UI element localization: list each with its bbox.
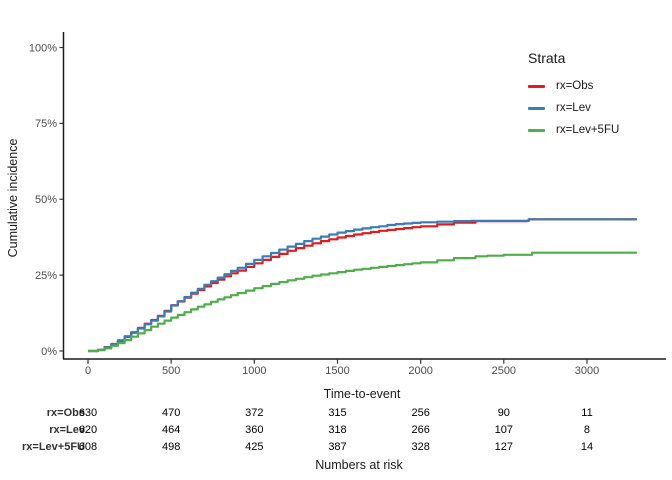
legend-item-rx-obs: rx=Obs: [528, 75, 619, 97]
curve-rx-lev: [88, 218, 637, 353]
legend-label-rx-obs: rx=Obs: [556, 80, 594, 92]
y-tick-label: 25%: [35, 270, 57, 282]
legend-line-swatch-green: [528, 128, 545, 132]
risk-value: 608: [79, 441, 97, 453]
risk-value: 372: [245, 407, 263, 419]
x-tick-label: 3000: [575, 365, 599, 377]
risk-value: 328: [411, 441, 429, 453]
legend-title: Strata: [528, 50, 566, 66]
x-tick-label: 1500: [325, 365, 349, 377]
risk-value: 630: [79, 407, 97, 419]
risk-value: 90: [498, 407, 510, 419]
curve-rx-obs: [88, 218, 637, 353]
risk-value: 11: [581, 407, 592, 419]
risk-value: 360: [245, 424, 263, 436]
y-axis-title: Cumulative incidence: [6, 138, 20, 258]
curve-rx-lev-5fu: [88, 251, 637, 353]
risk-value: 127: [495, 441, 513, 453]
y-tick-label: 50%: [35, 194, 57, 206]
risk-row-label-rx-lev-5fu: rx=Lev+5FU: [22, 441, 85, 453]
risk-value: 315: [328, 407, 346, 419]
legend-label-rx-lev: rx=Lev: [556, 102, 591, 114]
y-tick-label: 0%: [41, 346, 57, 358]
legend-label-rx-lev-5fu: rx=Lev+5FU: [556, 124, 620, 136]
legend: Strata rx=Obs rx=Lev rx=Lev+5FU: [528, 50, 619, 141]
x-tick-label: 500: [162, 365, 180, 377]
risk-value: 256: [411, 407, 429, 419]
risk-value: 425: [245, 441, 263, 453]
risk-row-label-rx-obs: rx=Obs: [47, 407, 85, 419]
legend-item-rx-lev-5fu: rx=Lev+5FU: [528, 119, 619, 141]
y-tick-label: 75%: [35, 118, 57, 130]
risk-value: 470: [162, 407, 180, 419]
numbers-at-risk-caption: Numbers at risk: [315, 458, 403, 472]
risk-value: 387: [328, 441, 346, 453]
risk-value: 8: [584, 424, 590, 436]
risk-row-label-rx-lev: rx=Lev: [49, 424, 86, 436]
risk-value: 498: [162, 441, 180, 453]
risk-value: 620: [79, 424, 97, 436]
x-tick-label: 1000: [242, 365, 266, 377]
risk-value: 464: [162, 424, 180, 436]
risk-value: 107: [495, 424, 513, 436]
legend-item-rx-lev: rx=Lev: [528, 97, 619, 119]
y-tick-label: 100%: [29, 42, 57, 54]
x-tick-label: 2500: [492, 365, 516, 377]
legend-line-swatch-blue: [528, 106, 545, 110]
risk-value: 266: [411, 424, 429, 436]
risk-value: 318: [328, 424, 346, 436]
legend-line-swatch-red: [528, 84, 545, 88]
x-axis-title: Time-to-event: [323, 387, 401, 401]
x-tick-label: 0: [85, 365, 91, 377]
risk-value: 14: [581, 441, 593, 453]
x-tick-label: 2000: [408, 365, 432, 377]
